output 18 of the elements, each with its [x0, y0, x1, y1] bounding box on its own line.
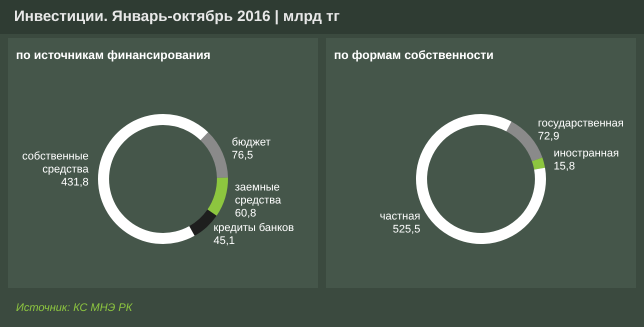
slice-label: частная	[380, 210, 420, 223]
data-label: 76,5	[232, 150, 254, 162]
data-label: 45,1	[213, 234, 235, 247]
slice-label: бюджет	[232, 136, 271, 149]
data-label: 525,5	[392, 224, 420, 236]
slice-label: государственная	[538, 118, 624, 130]
slice-label: кредиты банков	[213, 222, 294, 234]
slice-label: заемные средства	[234, 182, 282, 207]
chart-subtitle: по формам собственности	[334, 48, 494, 62]
text: Источник: КС МНЭ РК	[16, 302, 132, 314]
slice-label: иностранная	[554, 148, 619, 160]
data-label: 15,8	[554, 160, 575, 173]
data-label: 60,8	[234, 208, 256, 220]
data-label: 431,8	[61, 176, 89, 188]
data-label: 72,9	[538, 130, 560, 143]
chart-title: Инвестиции. Январь-октябрь 2016 | млрд тг	[0, 0, 644, 34]
slice-label: собственные средства	[22, 150, 90, 176]
chart-subtitle: по источникам финансирования	[16, 48, 210, 62]
